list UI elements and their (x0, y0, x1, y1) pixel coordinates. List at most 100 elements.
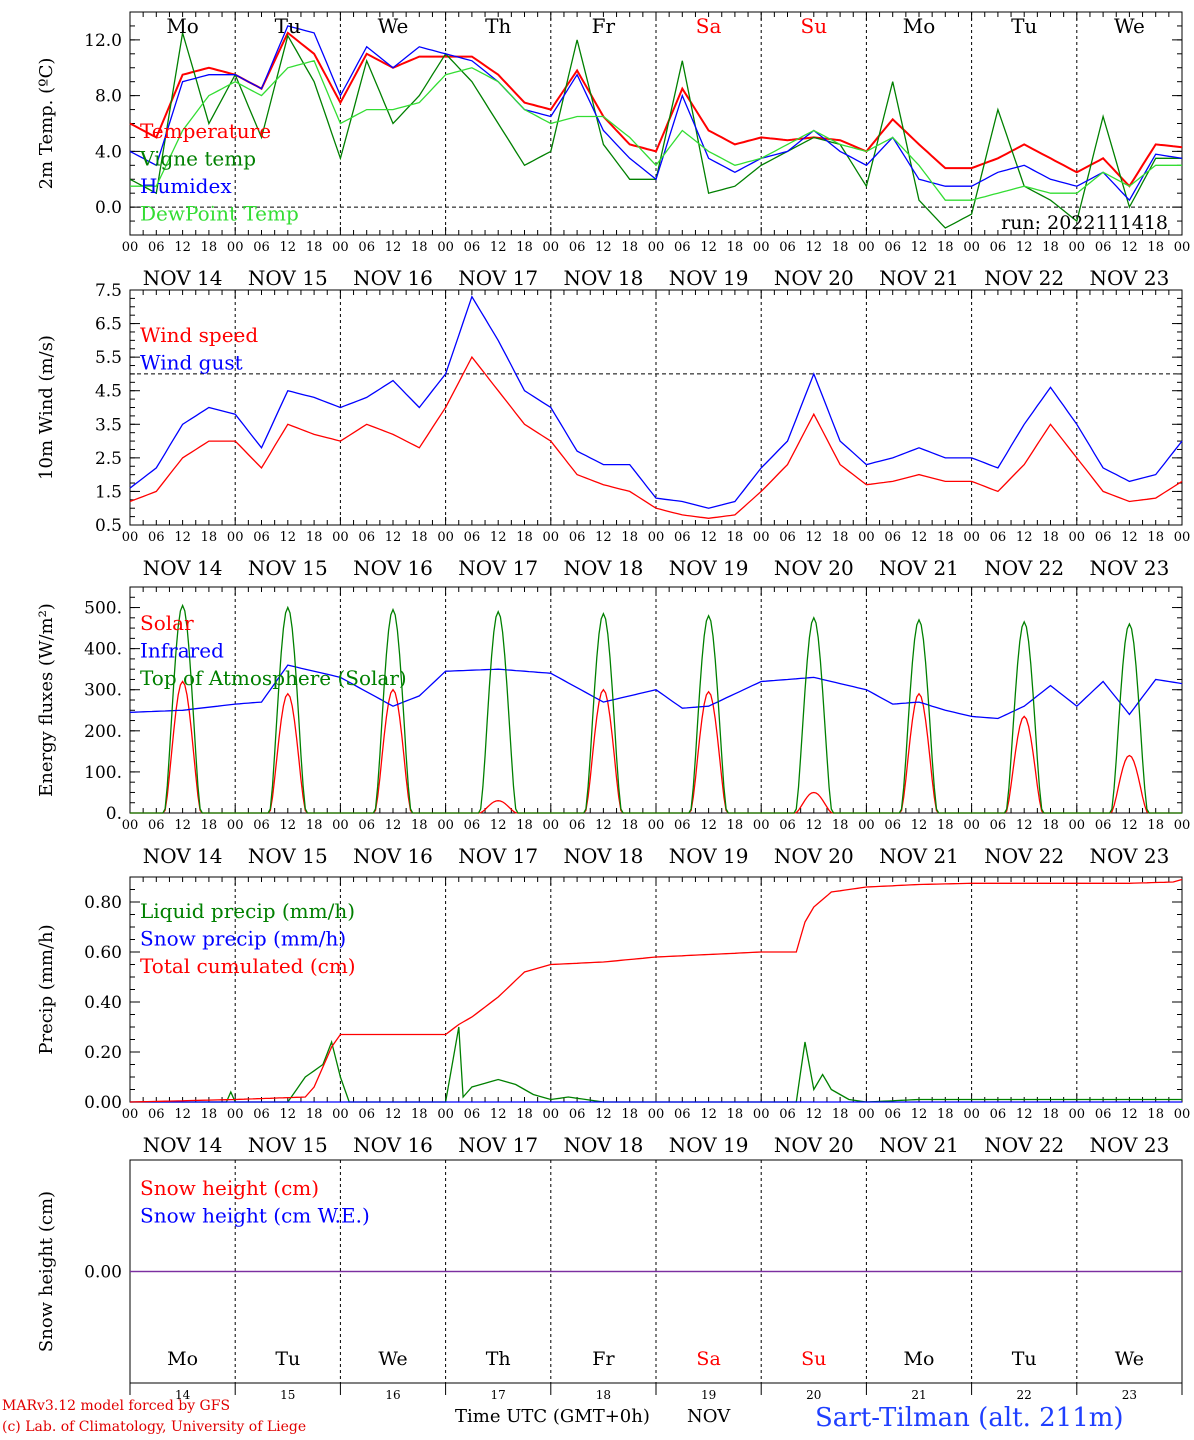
hour-tick-label: 18 (411, 240, 428, 255)
hour-tick-label: 18 (1147, 818, 1164, 833)
hour-tick-label: 18 (727, 818, 744, 833)
y-tick-label: 7.5 (95, 281, 122, 301)
hour-tick-label: 06 (779, 530, 796, 545)
date-label: NOV 21 (879, 266, 959, 290)
weekday-label-bottom: Fr (592, 1348, 615, 1370)
hour-tick-label: 12 (1121, 530, 1138, 545)
day-number-label: 18 (596, 1388, 611, 1402)
y-tick-label: 12.0 (84, 31, 122, 51)
weekday-label-top: Tu (1011, 14, 1037, 38)
legend-entry: Liquid precip (mm/h) (140, 899, 355, 923)
hour-tick-label: 00 (543, 240, 560, 255)
y-tick-label: 3.5 (95, 415, 122, 435)
hour-tick-label: 12 (806, 818, 823, 833)
y-axis-label: 2m Temp. (ºC) (36, 58, 57, 190)
y-tick-label: 1.5 (95, 482, 122, 502)
weekday-label-top: We (1114, 14, 1145, 38)
hour-tick-label: 12 (490, 1107, 507, 1122)
legend-entry: Vigne temp (139, 147, 256, 171)
hour-tick-label: 06 (569, 818, 586, 833)
legend-entry: Temperature (140, 119, 271, 143)
hour-tick-label: 18 (201, 1107, 218, 1122)
hour-tick-label: 00 (1069, 240, 1086, 255)
date-label: NOV 18 (564, 1133, 644, 1157)
hour-tick-label: 00 (963, 530, 980, 545)
day-number-label: 20 (806, 1388, 821, 1402)
hour-tick-label: 00 (122, 530, 139, 545)
hour-tick-label: 06 (148, 1107, 165, 1122)
hour-tick-label: 00 (437, 240, 454, 255)
date-label: NOV 23 (1090, 556, 1170, 580)
hour-tick-label: 06 (148, 240, 165, 255)
hour-tick-label: 06 (674, 240, 691, 255)
date-label: NOV 14 (143, 844, 223, 868)
y-axis-label: Energy fluxes (W/m²) (36, 603, 57, 797)
hour-tick-label: 00 (437, 1107, 454, 1122)
weekday-label-bottom: Tu (1012, 1348, 1037, 1370)
hour-tick-label: 00 (543, 530, 560, 545)
hour-tick-label: 18 (832, 1107, 849, 1122)
lab-credit-line: (c) Lab. of Climatology, University of L… (2, 1419, 307, 1435)
hour-tick-label: 06 (253, 530, 270, 545)
hour-tick-label: 06 (358, 240, 375, 255)
hour-tick-label: 00 (1174, 818, 1191, 833)
date-label: NOV 20 (774, 556, 854, 580)
hour-tick-label: 06 (1095, 1107, 1112, 1122)
hour-tick-label: 00 (437, 530, 454, 545)
hour-tick-label: 12 (595, 240, 612, 255)
hour-tick-label: 06 (884, 240, 901, 255)
hour-tick-label: 12 (1121, 240, 1138, 255)
date-label: NOV 17 (458, 1133, 538, 1157)
hour-tick-label: 00 (543, 1107, 560, 1122)
hour-tick-label: 18 (516, 240, 533, 255)
hour-tick-label: 18 (1147, 530, 1164, 545)
hour-tick-label: 18 (201, 240, 218, 255)
y-tick-label: 0.80 (84, 893, 122, 913)
hour-tick-label: 18 (727, 1107, 744, 1122)
hour-tick-label: 12 (280, 818, 297, 833)
hour-tick-label: 18 (727, 240, 744, 255)
hour-tick-label: 12 (490, 240, 507, 255)
legend-entry: Snow height (cm W.E.) (140, 1204, 370, 1228)
hour-tick-label: 12 (385, 530, 402, 545)
weekday-label-top: Mo (166, 14, 199, 38)
y-tick-label: 8.0 (95, 87, 122, 107)
hour-tick-label: 00 (963, 240, 980, 255)
hour-tick-label: 00 (753, 240, 770, 255)
hour-tick-label: 12 (1016, 530, 1033, 545)
hour-tick-label: 06 (779, 818, 796, 833)
hour-tick-label: 12 (490, 818, 507, 833)
hour-tick-label: 18 (832, 818, 849, 833)
date-label: NOV 22 (984, 556, 1064, 580)
date-label: NOV 15 (248, 266, 328, 290)
legend-entry: Snow height (cm) (140, 1176, 319, 1200)
y-tick-label: 5.5 (95, 348, 122, 368)
legend-entry: DewPoint Temp (140, 202, 299, 226)
hour-tick-label: 18 (516, 1107, 533, 1122)
date-label: NOV 18 (564, 266, 644, 290)
hour-tick-label: 00 (227, 1107, 244, 1122)
series-line-humidex (129, 25, 1183, 202)
hour-tick-label: 00 (1174, 1107, 1191, 1122)
hour-tick-label: 06 (1095, 530, 1112, 545)
date-label: NOV 23 (1090, 266, 1170, 290)
hour-tick-label: 00 (122, 818, 139, 833)
hour-tick-label: 12 (490, 530, 507, 545)
y-tick-label: 0.60 (84, 943, 122, 963)
hour-tick-label: 12 (595, 1107, 612, 1122)
hour-tick-label: 06 (990, 240, 1007, 255)
month-label: NOV (687, 1406, 731, 1427)
legend-entry: Top of Atmosphere (Solar) (140, 666, 407, 690)
date-label: NOV 15 (248, 556, 328, 580)
hour-tick-label: 06 (253, 1107, 270, 1122)
hour-tick-label: 00 (858, 530, 875, 545)
weekday-label-top: We (378, 14, 409, 38)
hour-tick-label: 12 (911, 530, 928, 545)
legend-entry: Snow precip (mm/h) (140, 927, 346, 951)
y-tick-label: 200. (84, 722, 122, 742)
hour-tick-label: 06 (464, 818, 481, 833)
hour-tick-label: 12 (911, 1107, 928, 1122)
date-label: NOV 22 (984, 1133, 1064, 1157)
hour-tick-label: 06 (884, 818, 901, 833)
date-label: NOV 14 (143, 266, 223, 290)
